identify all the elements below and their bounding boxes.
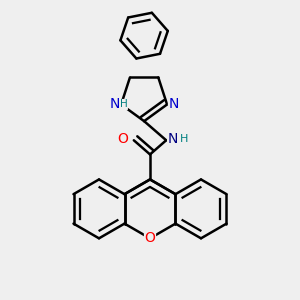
Text: H: H [120,100,128,110]
Text: H: H [180,134,189,144]
Text: N: N [169,98,179,112]
Text: O: O [118,132,128,146]
Text: O: O [145,231,155,245]
Text: N: N [168,132,178,146]
Text: N: N [109,98,120,112]
